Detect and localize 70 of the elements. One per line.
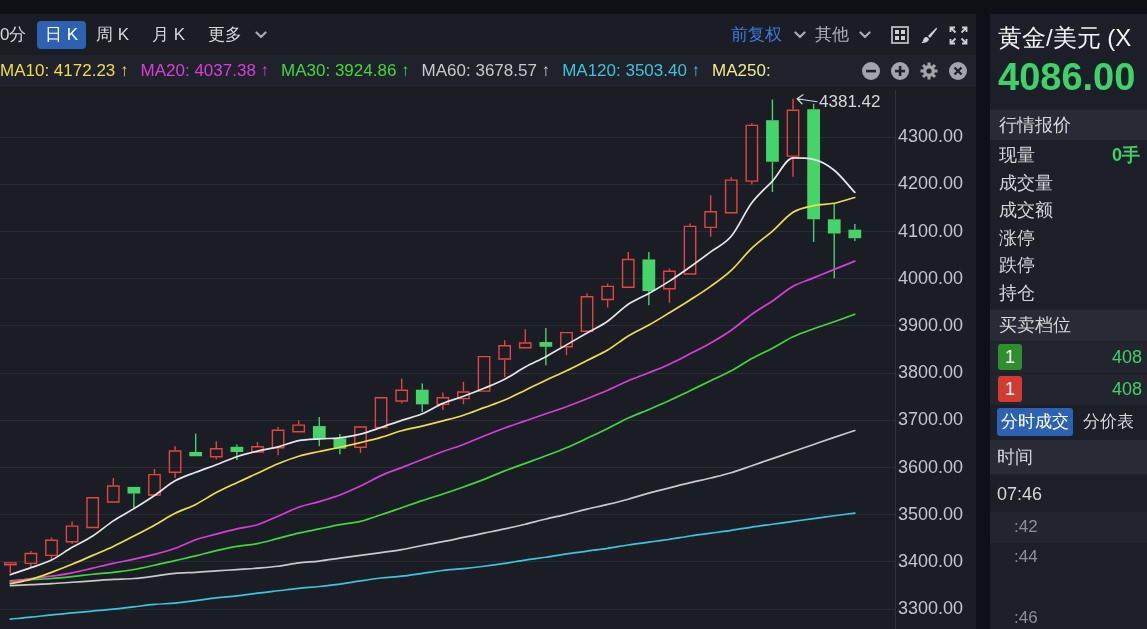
text: 买卖档位 xyxy=(999,314,1071,336)
text: MA120: 3503.40 ↑ xyxy=(562,61,701,81)
candlestick xyxy=(827,202,841,280)
candlestick xyxy=(642,251,656,306)
candlestick xyxy=(477,355,491,392)
text: 周 K xyxy=(96,25,130,45)
y-tick-label: 4100.00 xyxy=(898,220,964,241)
text: 黄金/美元 (X xyxy=(998,24,1132,52)
text: 0分 xyxy=(0,25,27,45)
text: MA10: 4172.23 ↑ xyxy=(0,61,129,81)
y-tick-label: 4200.00 xyxy=(898,173,964,194)
candlestick xyxy=(580,292,594,332)
text: 成交量 xyxy=(999,172,1053,194)
text: 时间 xyxy=(997,446,1033,468)
candlestick xyxy=(86,497,100,529)
text: :46 xyxy=(1014,608,1038,628)
candlestick xyxy=(786,98,800,178)
candlestick xyxy=(745,122,759,186)
text: 分价表 xyxy=(1083,412,1134,432)
y-tick-label: 3400.00 xyxy=(898,550,964,571)
text: 行情报价 xyxy=(999,114,1071,136)
line-series xyxy=(9,260,856,583)
text: 4086.00 xyxy=(998,56,1136,100)
text: 持仓 xyxy=(999,282,1035,304)
candlestick xyxy=(168,445,182,479)
candlestick xyxy=(436,391,450,411)
text: 07:46 xyxy=(997,483,1043,505)
candlestick xyxy=(189,432,203,457)
candlestick xyxy=(848,223,862,242)
candlestick xyxy=(807,102,821,243)
text: MA20: 4037.38 ↑ xyxy=(140,61,270,81)
text: 现量 xyxy=(999,144,1035,166)
text: 更多 xyxy=(208,25,242,45)
line-series xyxy=(9,512,856,620)
text: 0手 xyxy=(1112,144,1141,166)
candlestick xyxy=(498,339,512,378)
text: 涨停 xyxy=(999,227,1035,249)
text: MA60: 3678.57 ↑ xyxy=(421,61,551,81)
y-tick-label: 4300.00 xyxy=(898,126,964,147)
candlestick xyxy=(766,98,779,193)
annotation: 4381.42 xyxy=(819,92,881,112)
candlestick xyxy=(683,222,697,275)
candlestick xyxy=(127,486,141,511)
text: :44 xyxy=(1014,547,1038,567)
text: 月 K xyxy=(152,25,186,45)
y-tick-label: 3600.00 xyxy=(898,456,964,477)
text: 前复权 xyxy=(731,25,782,45)
text: 成交额 xyxy=(999,199,1053,221)
text: MA30: 3924.86 ↑ xyxy=(281,61,410,81)
text: 408 xyxy=(1112,378,1143,400)
candlestick xyxy=(24,550,38,569)
candlestick xyxy=(230,443,244,461)
legend-label: MA250: xyxy=(712,61,771,81)
line-series xyxy=(9,429,856,587)
line-series xyxy=(9,313,856,582)
y-tick-label: 3500.00 xyxy=(898,503,964,524)
y-tick-label: 3900.00 xyxy=(898,314,964,335)
y-tick-label: 3300.00 xyxy=(898,598,964,619)
candlestick xyxy=(65,520,79,545)
text: 其他 xyxy=(815,25,849,45)
y-tick-label: 4000.00 xyxy=(898,267,964,288)
y-tick-label: 3800.00 xyxy=(898,362,964,383)
candlestick xyxy=(271,426,285,457)
candlestick xyxy=(374,397,388,429)
text: 408 xyxy=(1112,346,1143,368)
y-tick-label: 3700.00 xyxy=(898,409,964,430)
candlestick xyxy=(539,327,553,366)
text: 跌停 xyxy=(999,254,1035,276)
candlestick xyxy=(704,194,718,238)
text: :42 xyxy=(1014,517,1038,537)
